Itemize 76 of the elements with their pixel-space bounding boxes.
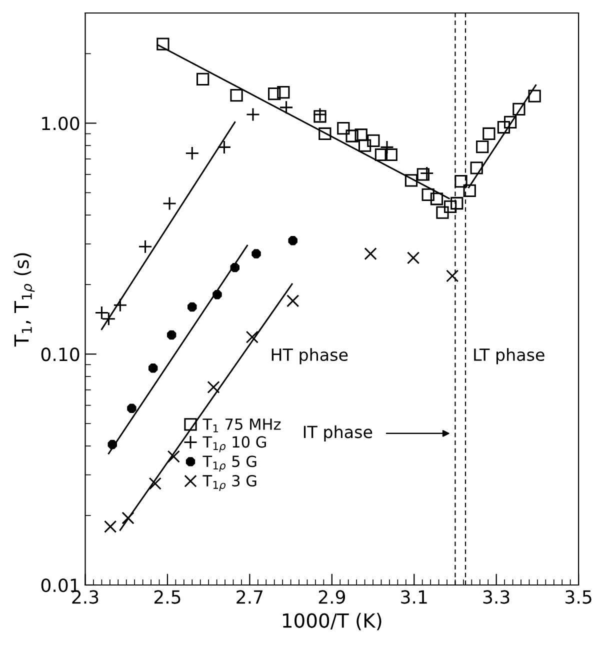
point <box>288 236 298 246</box>
legend-label: T$_{1ρ}$ 3 G <box>202 474 256 492</box>
point <box>286 294 300 308</box>
point <box>528 90 541 102</box>
point <box>512 102 526 116</box>
point <box>314 110 326 123</box>
point <box>196 72 210 86</box>
x-tick-label: 3.1 <box>401 590 427 604</box>
point <box>185 146 200 160</box>
point <box>138 240 152 254</box>
point <box>367 134 380 147</box>
point <box>422 188 434 202</box>
x-tick-label: 3.3 <box>483 590 510 604</box>
point <box>384 148 398 162</box>
x-tick-label: 2.9 <box>318 590 345 604</box>
point <box>436 206 449 219</box>
point <box>416 168 430 181</box>
point <box>406 252 420 264</box>
point <box>312 108 327 122</box>
point <box>162 196 177 210</box>
point <box>113 298 128 312</box>
point <box>354 128 368 142</box>
point <box>463 184 476 198</box>
point <box>277 86 290 99</box>
point <box>188 302 197 312</box>
point <box>156 38 170 50</box>
y-tick-label: 0.10 <box>41 348 80 362</box>
point <box>380 140 394 154</box>
point <box>122 512 134 524</box>
point <box>148 364 158 373</box>
annotation: HT phase <box>272 348 348 364</box>
point <box>430 192 444 206</box>
point <box>318 127 332 140</box>
point <box>454 175 468 188</box>
point <box>470 162 483 174</box>
y-tick-label: 1.00 <box>42 116 80 130</box>
point <box>104 520 117 533</box>
point <box>207 380 220 394</box>
legend-label: T$_{1}$ 75 MHz <box>202 418 281 432</box>
legend-label: T$_{1ρ}$ 10 G <box>202 436 266 452</box>
point <box>358 139 372 152</box>
point <box>364 247 377 260</box>
x-axis-title: 1000/T (K) <box>283 612 382 630</box>
point <box>346 130 358 142</box>
point <box>404 174 418 187</box>
point <box>94 306 109 320</box>
x-tick-label: 2.5 <box>154 590 180 604</box>
annotation: IT phase <box>304 425 372 442</box>
point <box>497 120 510 134</box>
point <box>246 330 258 344</box>
annotation: LT phase <box>474 348 544 364</box>
point <box>217 140 232 154</box>
point <box>450 196 464 210</box>
x-tick-label: 2.7 <box>236 590 263 604</box>
point <box>337 122 350 135</box>
point <box>167 450 180 463</box>
point <box>482 127 496 140</box>
point <box>279 100 294 114</box>
point <box>374 148 388 162</box>
y-tick-label: 0.01 <box>41 578 79 592</box>
point <box>476 140 489 154</box>
point <box>252 249 261 258</box>
point <box>230 89 243 102</box>
point <box>268 88 281 100</box>
point <box>166 330 176 340</box>
point <box>420 166 434 180</box>
y-axis-title: T$_{1}$, T$_{1ρ}$ (s) <box>14 253 35 347</box>
point <box>246 108 260 122</box>
x-tick-label: 3.5 <box>566 590 592 604</box>
point <box>127 404 136 413</box>
point <box>148 477 162 490</box>
point <box>446 270 459 282</box>
point <box>504 116 517 128</box>
point <box>444 200 457 213</box>
point <box>102 312 116 326</box>
legend-label: T$_{1ρ}$ 5 G <box>202 456 256 472</box>
